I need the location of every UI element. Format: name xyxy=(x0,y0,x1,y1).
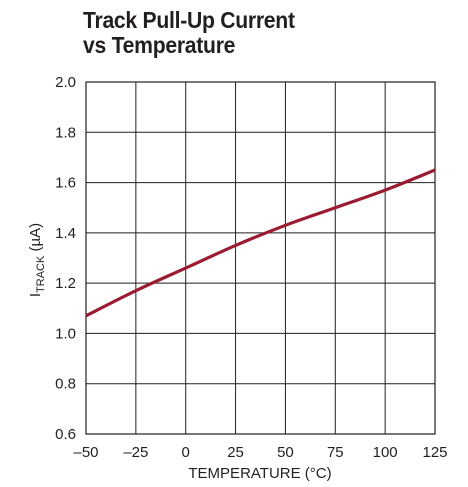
y-axis-label-unit: (µA) xyxy=(27,223,44,256)
x-tick-label: 75 xyxy=(327,444,344,461)
grid xyxy=(85,81,436,435)
y-axis-label-subscript: TRACK xyxy=(35,255,47,293)
plot-frame xyxy=(85,81,436,435)
y-tick-label: 1.2 xyxy=(55,275,76,292)
y-tick-label: 1.6 xyxy=(55,175,76,192)
y-tick-label: 1.4 xyxy=(55,225,76,242)
y-axis-label: ITRACK (µA) xyxy=(27,223,47,297)
x-tick-label: 25 xyxy=(227,444,244,461)
y-tick-label: 1.0 xyxy=(55,325,76,342)
series-line xyxy=(85,168,436,318)
x-axis-label: TEMPERATURE (°C) xyxy=(188,465,331,482)
y-tick-label: 1.8 xyxy=(55,124,76,141)
x-tick-label: 50 xyxy=(277,444,294,461)
y-tick-label: 0.6 xyxy=(55,426,76,443)
x-tick-label: 100 xyxy=(373,444,398,461)
chart-title: Track Pull-Up Current vs Temperature xyxy=(83,8,295,58)
tick-labels: –50 –25 0 25 50 75 100 125 0.6 0.8 1.0 1.2 1.4 1.6 1.8… xyxy=(55,74,447,461)
y-tick-label: 0.8 xyxy=(55,376,76,393)
chart-title-line-1: Track Pull-Up Current xyxy=(83,7,295,33)
y-axis-label-main: I xyxy=(27,293,44,297)
x-tick-label: –25 xyxy=(123,444,148,461)
x-tick-label: 0 xyxy=(182,444,190,461)
chart-title-line-2: vs Temperature xyxy=(83,32,236,58)
y-tick-label: 2.0 xyxy=(55,74,76,91)
x-tick-label: 125 xyxy=(422,444,447,461)
x-tick-label: –50 xyxy=(73,444,98,461)
series-layer xyxy=(85,168,436,318)
